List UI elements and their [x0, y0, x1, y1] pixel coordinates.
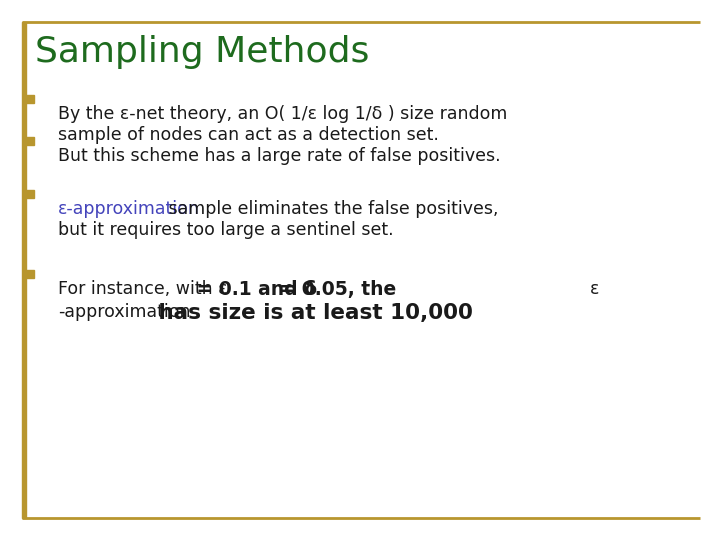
Text: sample eliminates the false positives,: sample eliminates the false positives, — [163, 200, 498, 218]
Text: sample of nodes can act as a detection set.: sample of nodes can act as a detection s… — [58, 126, 439, 144]
Text: -approximation: -approximation — [58, 303, 191, 321]
Text: Sampling Methods: Sampling Methods — [35, 35, 369, 69]
Text: has size is at least 10,000: has size is at least 10,000 — [151, 303, 473, 323]
Text: By the ε-net theory, an O( 1/ε log 1/δ ) size random: By the ε-net theory, an O( 1/ε log 1/δ )… — [58, 105, 508, 123]
Text: = 0.1 and δ: = 0.1 and δ — [190, 280, 317, 299]
Text: But this scheme has a large rate of false positives.: But this scheme has a large rate of fals… — [58, 147, 500, 165]
Text: ε-approximation: ε-approximation — [58, 200, 200, 218]
Text: For instance, with ε: For instance, with ε — [58, 280, 228, 298]
Text: = 0.05, the: = 0.05, the — [273, 280, 396, 299]
Bar — [22, 22, 26, 518]
Text: but it requires too large a sentinel set.: but it requires too large a sentinel set… — [58, 221, 394, 239]
Text: ε: ε — [590, 280, 599, 298]
